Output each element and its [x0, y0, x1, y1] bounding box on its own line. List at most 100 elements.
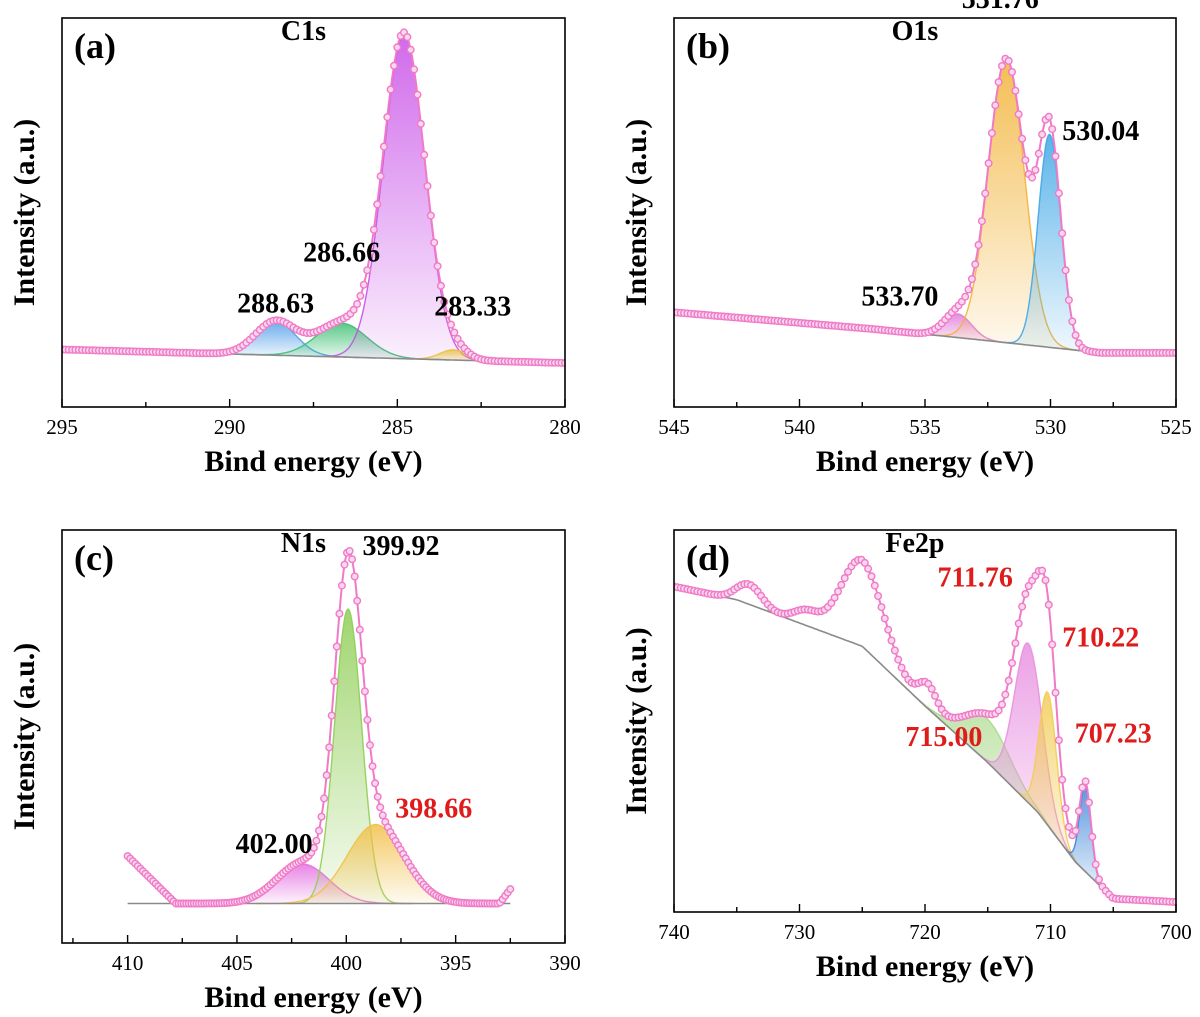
x-tick-label: 720: [909, 920, 941, 944]
data-point: [506, 885, 515, 894]
data-point: [864, 564, 873, 573]
data-point: [327, 711, 336, 720]
component-fill-533.7: [899, 313, 1016, 344]
data-point: [423, 181, 432, 190]
data-points: [123, 547, 515, 908]
data-point: [994, 78, 1003, 87]
data-point: [359, 280, 368, 289]
x-axis-label: Bind energy (eV): [204, 445, 422, 478]
data-point: [1068, 317, 1077, 326]
data-point: [880, 614, 889, 623]
peak-label: 531.76: [962, 0, 1039, 15]
panel-label: (d): [686, 538, 730, 578]
data-point: [1051, 152, 1060, 161]
data-point: [363, 715, 372, 724]
spectrum-title: C1s: [281, 16, 326, 47]
plot-area: [62, 28, 565, 367]
data-point: [383, 113, 392, 122]
peak-label: 398.66: [395, 793, 472, 824]
x-tick-label: 525: [1160, 415, 1192, 439]
component-fill-711.76: [970, 642, 1087, 873]
data-point: [987, 129, 996, 138]
data-points: [674, 54, 1176, 357]
data-point: [369, 225, 378, 234]
data-point: [360, 687, 369, 696]
data-point: [994, 706, 1003, 715]
data-point: [971, 260, 980, 269]
component-fill-284.8: [316, 34, 492, 361]
data-point: [315, 826, 324, 835]
panel-d: 740 730 720 710 700 Bind energy (eV) Intensity…: [620, 528, 1192, 983]
data-point: [1071, 331, 1080, 340]
data-point: [348, 555, 357, 564]
data-point: [830, 593, 839, 602]
data-point: [309, 843, 318, 852]
data-point: [877, 603, 886, 612]
peak-label: 286.66: [303, 238, 380, 269]
component-fill-286.66: [236, 323, 448, 360]
data-point: [1061, 266, 1070, 275]
data-point: [887, 636, 896, 645]
component-fill-402: [192, 864, 413, 904]
data-point: [376, 803, 385, 812]
data-point: [974, 240, 983, 249]
peak-label: 711.76: [937, 562, 1012, 593]
data-point: [1034, 149, 1043, 158]
data-point: [426, 211, 435, 220]
data-point: [884, 625, 893, 634]
data-point: [356, 291, 365, 300]
data-point: [1008, 67, 1017, 76]
data-point: [1074, 807, 1083, 816]
plot-area: [674, 54, 1176, 357]
data-point: [931, 691, 940, 700]
background-line: [674, 585, 1176, 903]
data-point: [981, 189, 990, 198]
data-point: [386, 85, 395, 94]
peak-label: 533.70: [861, 282, 938, 313]
data-point: [1014, 619, 1023, 628]
data-point: [927, 684, 936, 693]
x-tick-label: 390: [549, 951, 581, 975]
x-tick-label: 285: [382, 415, 414, 439]
data-point: [890, 646, 899, 655]
data-point: [317, 812, 326, 821]
data-point: [1038, 566, 1047, 575]
data-point: [335, 609, 344, 618]
data-point: [934, 699, 943, 708]
data-point: [450, 328, 459, 337]
data-point: [1051, 688, 1060, 697]
component-fill-288.63: [191, 321, 361, 358]
data-point: [834, 587, 843, 596]
panels-group: 295 290 285 280 Bind energy (eV) Intensity (a…: [8, 0, 1192, 1014]
plot-area: [123, 547, 515, 908]
data-point: [410, 65, 419, 74]
x-tick-label: 710: [1035, 920, 1067, 944]
data-point: [312, 836, 321, 845]
data-point: [358, 656, 367, 665]
data-point: [403, 33, 412, 42]
x-tick-label: 740: [658, 920, 690, 944]
peak-label: 283.33: [434, 292, 511, 323]
data-point: [984, 159, 993, 168]
panel-label: (a): [74, 26, 116, 66]
data-point: [1071, 826, 1080, 835]
x-tick-label: 290: [214, 415, 246, 439]
component-fill-398.66: [256, 824, 495, 904]
data-point: [366, 741, 375, 750]
data-point: [443, 310, 452, 319]
component-fill-531.76: [930, 58, 1083, 351]
data-point: [430, 238, 439, 247]
data-point: [867, 572, 876, 581]
data-point: [1094, 875, 1103, 884]
data-point: [368, 762, 377, 771]
data-point: [376, 172, 385, 181]
data-point: [320, 794, 329, 803]
data-point: [1011, 639, 1020, 648]
x-axis-label: Bind energy (eV): [816, 445, 1034, 478]
x-tick-label: 410: [112, 951, 144, 975]
data-point: [440, 297, 449, 306]
peak-label: 399.92: [362, 531, 439, 562]
data-point: [363, 266, 372, 275]
data-point: [350, 572, 359, 581]
